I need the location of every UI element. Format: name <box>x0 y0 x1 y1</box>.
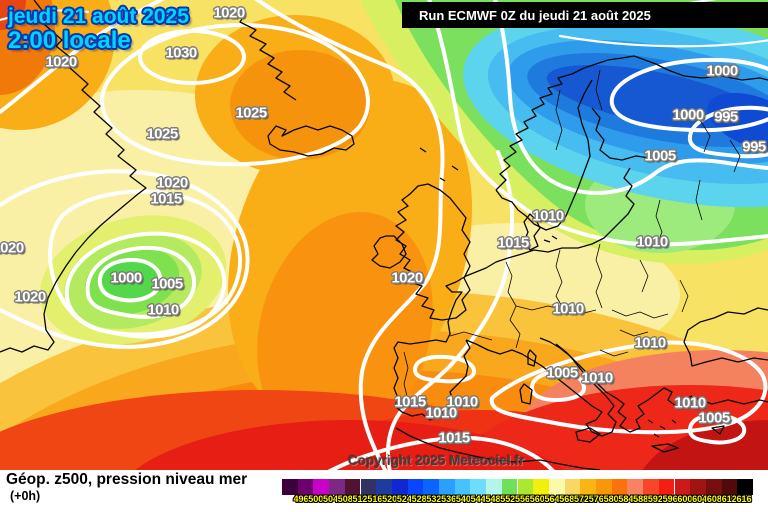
scale-swatch <box>297 479 314 495</box>
scale-swatch <box>470 479 487 495</box>
scale-value: 520 <box>382 494 398 504</box>
scale-swatch <box>737 479 753 495</box>
scale-swatch <box>376 479 392 495</box>
scale-value: 496 <box>293 494 309 504</box>
scale-swatch <box>721 479 738 495</box>
scale-value: 524 <box>396 494 412 504</box>
run-info-box: Run ECMWF 0Z du jeudi 21 août 2025 <box>402 2 768 28</box>
forecast-step: (+0h) <box>10 489 41 503</box>
scale-swatch <box>517 479 534 495</box>
scale-swatch <box>501 479 518 495</box>
scale-value: 560 <box>529 494 545 504</box>
scale-swatch <box>391 479 408 495</box>
scale-value: 608 <box>706 494 722 504</box>
scale-swatch <box>596 479 612 495</box>
scale-value: 536 <box>441 494 457 504</box>
scale-swatch <box>658 479 675 495</box>
scale-value: 500 <box>308 494 324 504</box>
color-scale: 496 500 504 508 512 516 520 524 528 532 536 540 544 5… <box>0 470 768 512</box>
scale-swatch <box>548 479 565 495</box>
scale-value: 596 <box>662 494 678 504</box>
scale-swatch <box>344 479 361 495</box>
legend-bar: Géop. z500, pression niveau mer (+0h) 49… <box>0 470 768 512</box>
scale-swatch <box>674 479 691 495</box>
scale-swatch <box>282 479 298 495</box>
scale-value: 548 <box>485 494 501 504</box>
map-title: Géop. z500, pression niveau mer <box>6 471 248 488</box>
scale-value: 604 <box>692 494 708 504</box>
scale-swatch <box>627 479 644 495</box>
scale-value: 540 <box>455 494 471 504</box>
pressure-contours <box>0 0 768 470</box>
scale-value: 564 <box>544 494 560 504</box>
scale-swatch <box>690 479 706 495</box>
copyright-text: Copyright 2025 Meteociel.fr <box>348 453 525 468</box>
forecast-date: jeudi 21 août 2025 <box>8 5 189 28</box>
scale-value: 544 <box>470 494 486 504</box>
scale-value: 592 <box>647 494 663 504</box>
scale-value: 504 <box>323 494 339 504</box>
map-graphic <box>0 0 768 470</box>
forecast-time: 2:00 locale <box>8 27 131 55</box>
scale-value: 532 <box>426 494 442 504</box>
scale-value: 508 <box>337 494 353 504</box>
scale-value: 580 <box>603 494 619 504</box>
coastlines <box>0 0 768 470</box>
scale-swatch <box>329 479 345 495</box>
scale-swatch <box>611 479 628 495</box>
scale-value: 588 <box>633 494 649 504</box>
scale-swatch <box>533 479 549 495</box>
scale-value: 584 <box>618 494 634 504</box>
scale-swatch <box>454 479 471 495</box>
scale-swatch <box>423 479 439 495</box>
scale-value: 516 <box>367 494 383 504</box>
scale-value: 616 <box>736 494 752 504</box>
scale-value: 528 <box>411 494 427 504</box>
scale-value: 600 <box>677 494 693 504</box>
scale-swatch <box>439 479 455 495</box>
map-area[interactable]: 1020103010201025102510201015102010001005… <box>0 0 768 470</box>
scale-swatch <box>705 479 722 495</box>
scale-swatch <box>643 479 659 495</box>
scale-value: 556 <box>514 494 530 504</box>
scale-value: 552 <box>500 494 516 504</box>
scale-swatch <box>486 479 502 495</box>
scale-swatch <box>360 479 377 495</box>
scale-swatch <box>580 479 596 495</box>
scale-value: 512 <box>352 494 368 504</box>
scale-value: 576 <box>588 494 604 504</box>
scale-swatch <box>407 479 424 495</box>
scale-value: 568 <box>559 494 575 504</box>
scale-swatch <box>313 479 330 495</box>
scale-swatch <box>564 479 581 495</box>
scale-value: 572 <box>574 494 590 504</box>
date-overlay: jeudi 21 août 2025 2:00 locale <box>8 5 189 55</box>
scale-value: 612 <box>721 494 737 504</box>
